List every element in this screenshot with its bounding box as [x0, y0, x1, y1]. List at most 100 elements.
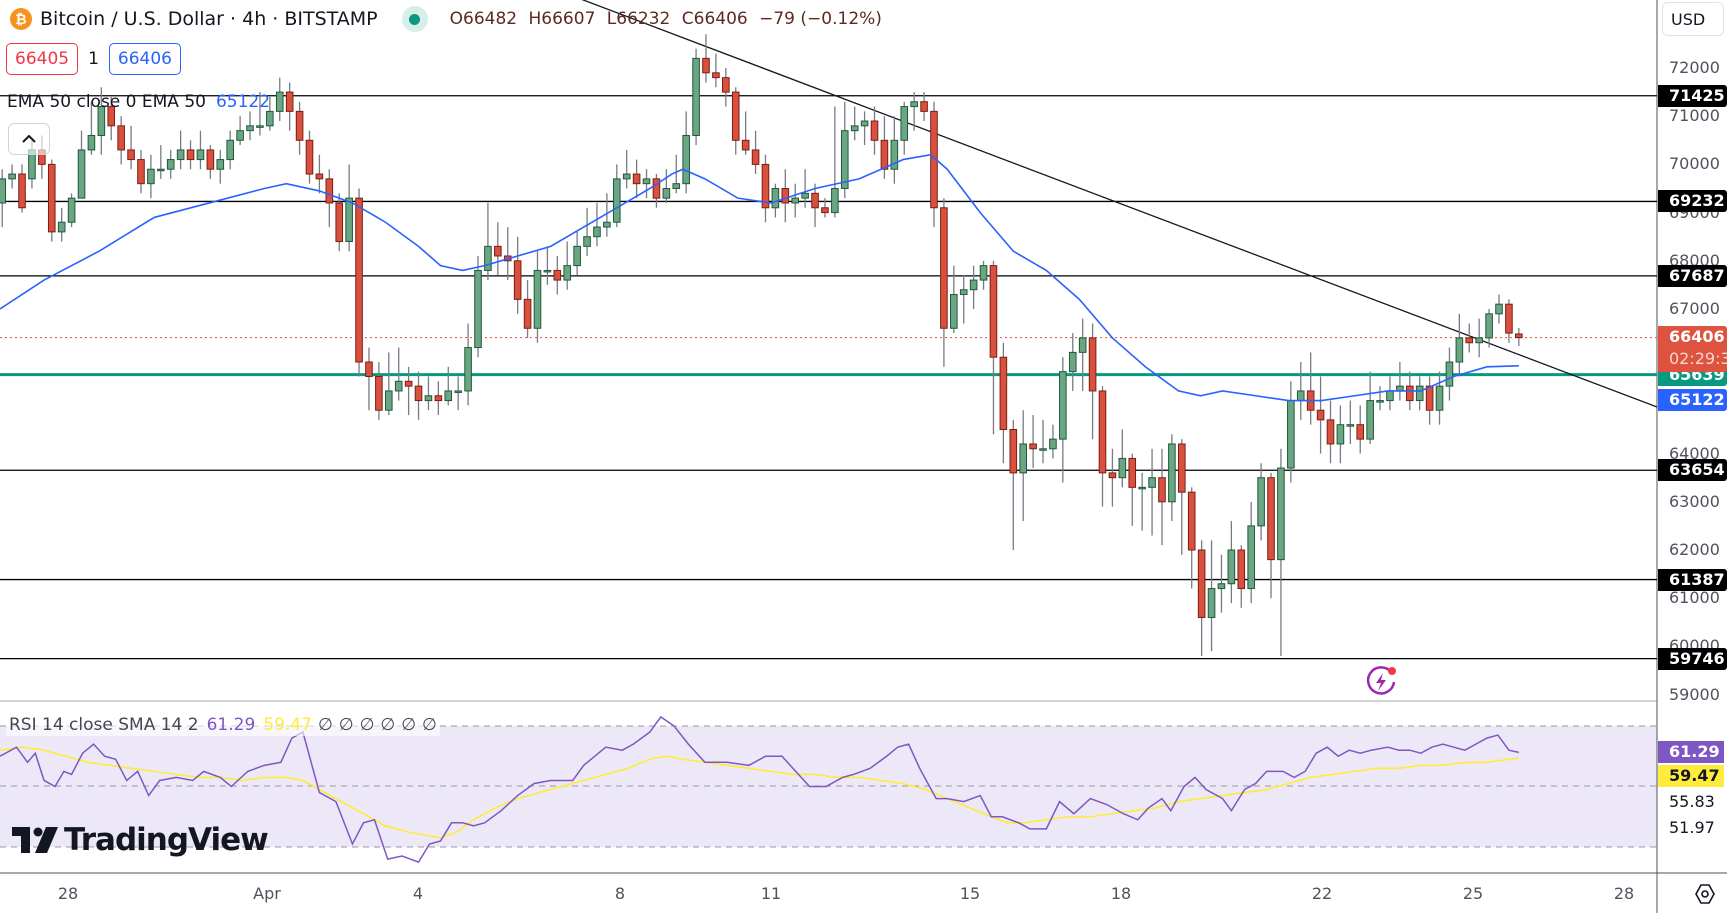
ema-indicator-legend[interactable]: EMA 50 close 0 EMA 50 65122 — [7, 92, 270, 112]
candle-down[interactable] — [920, 101, 928, 112]
candle-up[interactable] — [484, 245, 492, 271]
candle-up[interactable] — [8, 173, 16, 180]
candle-up[interactable] — [959, 289, 968, 296]
candle-up[interactable] — [157, 168, 165, 172]
candle-down[interactable] — [1515, 333, 1523, 339]
candle-up[interactable] — [464, 347, 472, 392]
candle-up[interactable] — [1068, 351, 1077, 373]
candle-up[interactable] — [662, 188, 671, 199]
candle-down[interactable] — [325, 178, 334, 204]
symbol-legend[interactable]: ₿ Bitcoin / U.S. Dollar · 4h · BITSTAMP … — [10, 6, 888, 32]
candle-up[interactable] — [424, 395, 433, 402]
candle-up[interactable] — [593, 226, 601, 238]
candle-up[interactable] — [969, 279, 978, 291]
candle-up[interactable] — [1287, 400, 1295, 469]
candle-up[interactable] — [583, 236, 591, 247]
candle-down[interactable] — [18, 173, 26, 209]
candle-down[interactable] — [375, 375, 383, 411]
collapse-legend-button[interactable] — [8, 123, 50, 155]
candle-down[interactable] — [880, 139, 889, 170]
candle-down[interactable] — [494, 245, 502, 257]
candle-up[interactable] — [1138, 486, 1146, 490]
candle-down[interactable] — [821, 207, 829, 214]
candle-up[interactable] — [1148, 477, 1156, 488]
candle-down[interactable] — [553, 269, 562, 281]
candle-down[interactable] — [127, 149, 135, 161]
candle-down[interactable] — [285, 91, 294, 112]
candle-up[interactable] — [1435, 385, 1444, 411]
candle-up[interactable] — [801, 192, 809, 199]
candle-down[interactable] — [523, 298, 532, 329]
candle-down[interactable] — [722, 77, 730, 93]
candle-up[interactable] — [1039, 448, 1047, 451]
candle-down[interactable] — [1197, 549, 1206, 618]
candle-up[interactable] — [860, 120, 869, 127]
candle-up[interactable] — [1415, 385, 1424, 402]
candle-down[interactable] — [1505, 303, 1513, 334]
candle-down[interactable] — [1158, 477, 1166, 503]
buy-button[interactable]: 66406 — [108, 43, 182, 75]
candle-up[interactable] — [1277, 467, 1285, 561]
candle-down[interactable] — [1405, 385, 1414, 402]
candle-up[interactable] — [979, 265, 988, 281]
candle-up[interactable] — [612, 178, 621, 223]
candle-up[interactable] — [1049, 438, 1057, 450]
candle-down[interactable] — [434, 395, 443, 402]
candle-up[interactable] — [216, 159, 225, 170]
candle-up[interactable] — [1168, 443, 1176, 503]
rsi-line[interactable] — [0, 715, 1519, 864]
candle-up[interactable] — [1227, 549, 1236, 585]
candle-up[interactable] — [97, 106, 106, 136]
candle-up[interactable] — [890, 139, 899, 170]
candle-up[interactable] — [1207, 588, 1216, 618]
candle-up[interactable] — [1445, 361, 1454, 387]
candle-down[interactable] — [1425, 385, 1434, 411]
candle-up[interactable] — [1059, 371, 1067, 440]
candle-down[interactable] — [870, 120, 879, 141]
candle-up[interactable] — [1019, 443, 1028, 474]
trendline[interactable] — [573, 0, 1658, 408]
candle-up[interactable] — [226, 139, 234, 161]
candle-down[interactable] — [513, 260, 522, 300]
candle-down[interactable] — [137, 159, 145, 185]
candle-up[interactable] — [672, 183, 681, 189]
candle-down[interactable] — [940, 207, 948, 329]
candle-down[interactable] — [731, 91, 740, 141]
candle-up[interactable] — [196, 149, 205, 161]
candle-up[interactable] — [147, 168, 155, 185]
candle-down[interactable] — [1237, 549, 1246, 590]
candle-down[interactable] — [1029, 443, 1037, 450]
candle-up[interactable] — [77, 149, 86, 199]
candle-up[interactable] — [1346, 424, 1355, 427]
candle-up[interactable] — [642, 178, 651, 185]
candle-up[interactable] — [166, 159, 175, 170]
sell-button[interactable]: 66405 — [6, 43, 79, 75]
candle-up[interactable] — [266, 110, 274, 127]
candle-down[interactable] — [781, 188, 790, 204]
candle-down[interactable] — [1178, 443, 1186, 493]
candle-up[interactable] — [850, 125, 859, 132]
candle-down[interactable] — [761, 163, 770, 209]
candle-up[interactable] — [1485, 313, 1493, 339]
candle-down[interactable] — [1267, 477, 1275, 561]
candle-down[interactable] — [1326, 419, 1335, 445]
candle-down[interactable] — [989, 265, 998, 358]
lightning-alert-icon[interactable] — [1363, 664, 1399, 700]
candle-up[interactable] — [1455, 337, 1464, 363]
candle-up[interactable] — [1495, 303, 1503, 315]
candle-down[interactable] — [107, 106, 116, 127]
candle-up[interactable] — [236, 130, 244, 141]
candle-up[interactable] — [791, 197, 800, 204]
settings-hexagon-icon[interactable] — [1693, 882, 1717, 906]
candle-down[interactable] — [1187, 491, 1196, 551]
candle-up[interactable] — [573, 245, 581, 267]
candle-up[interactable] — [394, 380, 403, 392]
candle-up[interactable] — [454, 390, 462, 393]
candle-up[interactable] — [622, 173, 631, 180]
candle-up[interactable] — [1118, 457, 1127, 479]
candle-up[interactable] — [57, 221, 66, 233]
candle-up[interactable] — [1257, 477, 1265, 527]
candle-down[interactable] — [295, 110, 304, 141]
candle-down[interactable] — [1098, 390, 1107, 474]
candle-up[interactable] — [900, 106, 909, 141]
